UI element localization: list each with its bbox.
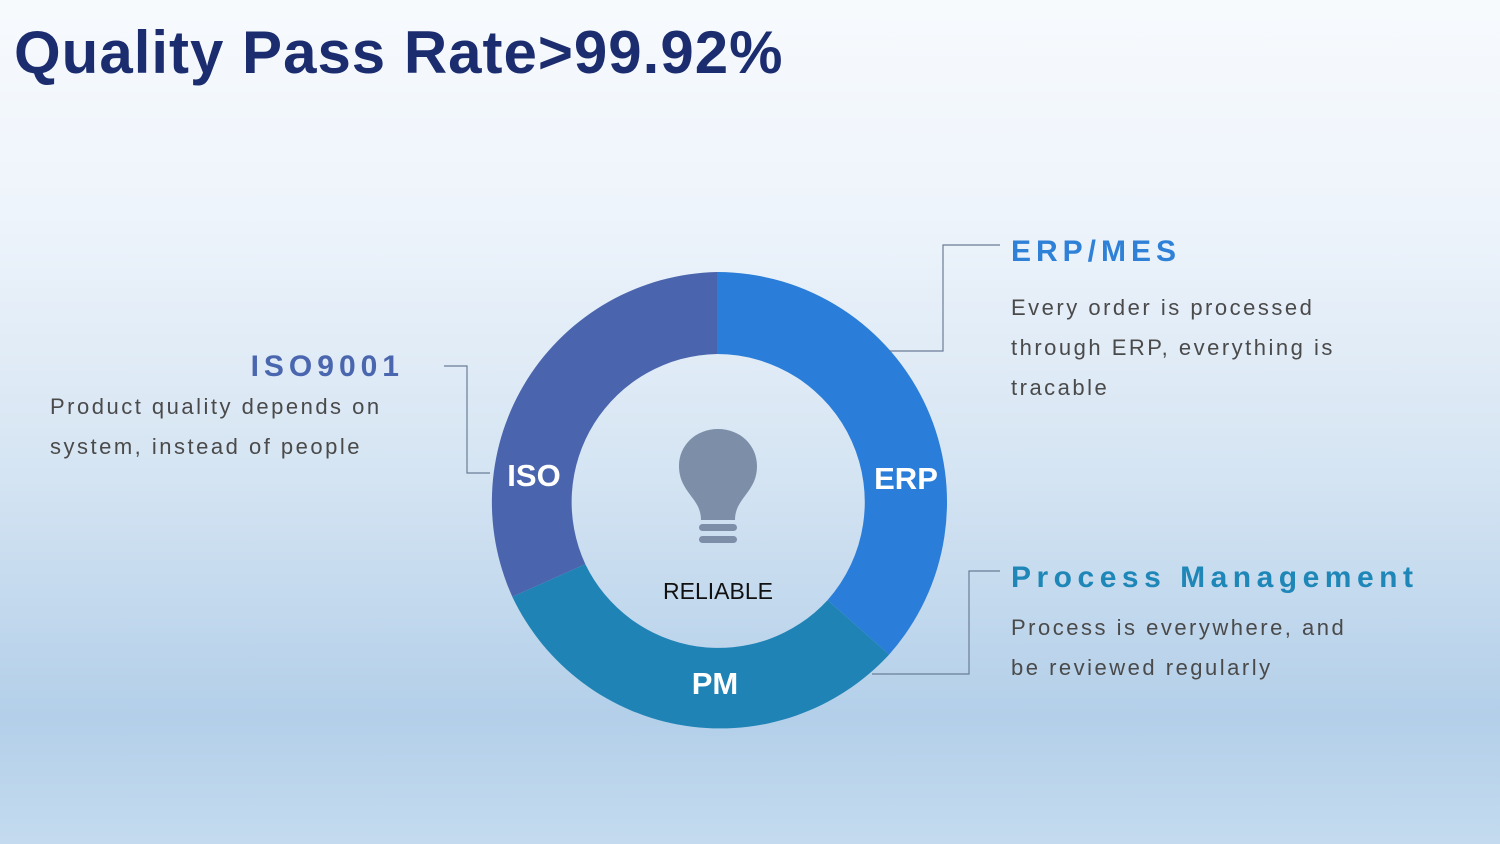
center-label: RELIABLE [663,578,773,604]
erp-mes-line: Every order is processed [1011,295,1315,320]
iso-connector-line [444,365,490,474]
pm-connector-line [872,570,1000,675]
page-title: Quality Pass Rate>99.92% [14,19,784,86]
iso9001-description: Product quality depends on system, inste… [50,387,450,467]
process-management-callout: Process Management Process is everywhere… [1011,561,1491,688]
process-management-heading: Process Management [1011,561,1419,594]
process-management-description: Process is everywhere, and be reviewed r… [1011,608,1491,688]
pm-segment [512,564,890,729]
erp-segment [717,272,948,655]
iso9001-callout: ISO9001 Product quality depends on syste… [50,350,450,467]
process-management-line: Process is everywhere, and [1011,615,1347,640]
erp-mes-callout: ERP/MES Every order is processed through… [1011,235,1471,408]
iso9001-line: system, instead of people [50,434,362,459]
erp-mes-line: tracable [1011,375,1110,400]
erp-mes-line: through ERP, everything is [1011,335,1335,360]
iso-segment [491,272,717,597]
erp-mes-heading: ERP/MES [1011,235,1182,268]
iso9001-line: Product quality depends on [50,394,382,419]
iso9001-heading: ISO9001 [250,350,404,383]
lightbulb-icon [679,429,757,543]
iso-segment-label: ISO [507,458,560,493]
erp-mes-description: Every order is processed through ERP, ev… [1011,288,1471,408]
process-management-line: be reviewed regularly [1011,655,1273,680]
pm-segment-label: PM [692,666,739,701]
erp-connector-line [890,244,1000,352]
erp-segment-label: ERP [874,461,938,496]
